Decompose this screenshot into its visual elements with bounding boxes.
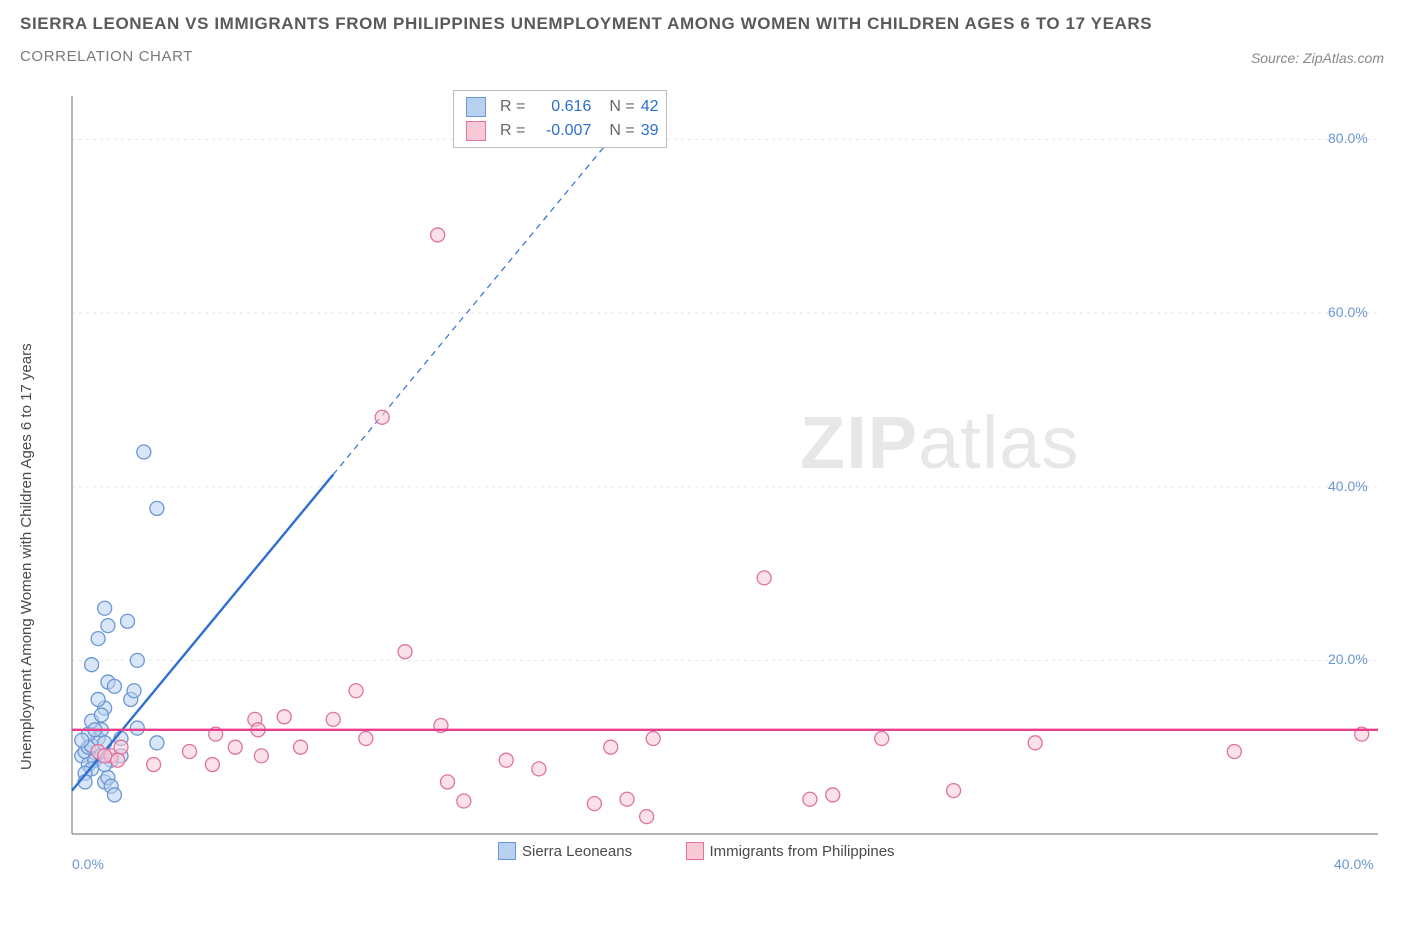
- y-tick-label: 60.0%: [1328, 304, 1368, 320]
- chart-subtitle: CORRELATION CHART: [20, 48, 1152, 65]
- stats-row: R =0.616N =42: [462, 95, 658, 119]
- legend-swatch: [466, 121, 486, 141]
- correlation-scatter-plot: [58, 90, 1388, 870]
- y-axis-label: Unemployment Among Women with Children A…: [18, 343, 35, 770]
- stats-box: R =0.616N =42R =-0.007N =39: [453, 90, 667, 148]
- legend-label: Immigrants from Philippines: [710, 843, 895, 860]
- legend-item: Immigrants from Philippines: [686, 842, 895, 860]
- y-tick-label: 20.0%: [1328, 651, 1368, 667]
- y-tick-label: 40.0%: [1328, 478, 1368, 494]
- legend-swatch: [498, 842, 516, 860]
- x-tick-label: 40.0%: [1334, 856, 1374, 872]
- legend-item: Sierra Leoneans: [498, 842, 632, 860]
- chart-title: SIERRA LEONEAN VS IMMIGRANTS FROM PHILIP…: [20, 14, 1152, 34]
- legend-swatch: [466, 97, 486, 117]
- legend-swatch: [686, 842, 704, 860]
- x-tick-label: 0.0%: [72, 856, 104, 872]
- source-attribution: Source: ZipAtlas.com: [1251, 50, 1384, 66]
- legend-label: Sierra Leoneans: [522, 843, 632, 860]
- stats-row: R =-0.007N =39: [462, 119, 658, 143]
- chart-svg: [58, 90, 1388, 870]
- y-tick-label: 80.0%: [1328, 130, 1368, 146]
